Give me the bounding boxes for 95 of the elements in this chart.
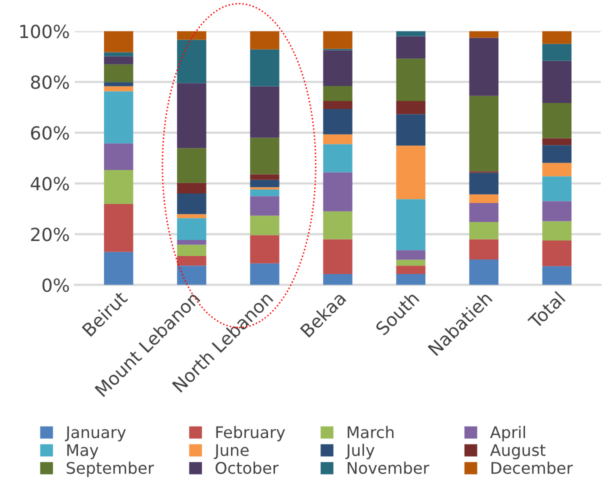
legend-label: May bbox=[67, 444, 98, 460]
bar bbox=[250, 189, 280, 196]
bar bbox=[542, 176, 572, 202]
bar bbox=[542, 44, 572, 61]
bar bbox=[542, 31, 572, 44]
bar bbox=[104, 86, 134, 92]
bar bbox=[104, 64, 134, 82]
bar bbox=[396, 114, 426, 146]
bar bbox=[104, 91, 134, 144]
legend-label: December bbox=[492, 462, 573, 474]
bar bbox=[104, 82, 134, 86]
bar bbox=[250, 216, 280, 236]
bar bbox=[250, 138, 280, 174]
bar bbox=[542, 162, 572, 176]
bar bbox=[177, 83, 206, 148]
bar bbox=[469, 239, 498, 260]
bar bbox=[396, 146, 426, 200]
bar bbox=[542, 240, 572, 266]
bar bbox=[469, 172, 498, 194]
bar bbox=[177, 214, 206, 218]
bar bbox=[177, 218, 206, 240]
y-tick-label: 20% bbox=[31, 228, 69, 242]
bar bbox=[104, 52, 134, 56]
bar bbox=[542, 221, 572, 240]
bar bbox=[250, 86, 280, 138]
legend-label: March bbox=[348, 426, 394, 438]
y-tick-label: 40% bbox=[30, 176, 69, 191]
bar bbox=[542, 266, 572, 285]
bar bbox=[323, 144, 352, 172]
bar bbox=[104, 204, 134, 252]
y-tick-label: 80% bbox=[31, 75, 69, 90]
bar bbox=[177, 266, 206, 285]
bar bbox=[396, 58, 426, 101]
bar bbox=[323, 100, 352, 110]
bar bbox=[250, 31, 280, 50]
bar bbox=[396, 100, 426, 114]
bar bbox=[469, 38, 498, 96]
bar bbox=[542, 145, 572, 163]
bar bbox=[396, 266, 426, 274]
bar bbox=[542, 201, 572, 222]
legend-label: November bbox=[348, 462, 430, 474]
bar bbox=[250, 174, 280, 180]
bar bbox=[323, 239, 352, 274]
bar bbox=[250, 263, 280, 285]
bar bbox=[177, 40, 206, 84]
bar bbox=[250, 235, 280, 264]
bar bbox=[104, 143, 134, 170]
bar bbox=[396, 36, 426, 59]
legend-label: July bbox=[345, 444, 374, 460]
bar bbox=[323, 31, 352, 49]
bar bbox=[323, 86, 352, 101]
bar bbox=[323, 50, 352, 86]
bar bbox=[323, 172, 352, 212]
bar bbox=[323, 274, 352, 285]
bar bbox=[323, 134, 352, 144]
bar bbox=[396, 250, 426, 260]
bar bbox=[469, 194, 498, 203]
legend-label: August bbox=[490, 444, 546, 460]
bar bbox=[396, 260, 426, 266]
bar bbox=[542, 102, 572, 138]
bar bbox=[177, 256, 206, 266]
bar bbox=[177, 240, 206, 245]
bar bbox=[104, 252, 134, 285]
bar bbox=[177, 148, 206, 183]
legend-label: October bbox=[216, 462, 279, 474]
bar bbox=[177, 244, 206, 256]
bar bbox=[250, 196, 280, 216]
y-tick-label: 60% bbox=[31, 126, 69, 140]
bar bbox=[250, 180, 280, 188]
bar bbox=[542, 138, 572, 146]
bar bbox=[396, 31, 426, 36]
bar bbox=[469, 260, 498, 285]
bar bbox=[104, 56, 134, 64]
bar bbox=[177, 194, 206, 214]
legend-label: February bbox=[216, 426, 286, 442]
legend-label: January bbox=[64, 426, 126, 442]
bar bbox=[542, 60, 572, 103]
bar bbox=[323, 109, 352, 134]
bar bbox=[469, 222, 498, 240]
bar bbox=[396, 199, 426, 250]
bar bbox=[469, 96, 498, 172]
bar bbox=[177, 182, 206, 194]
bar bbox=[250, 49, 280, 86]
y-tick-label: 100% bbox=[20, 24, 69, 38]
bar bbox=[469, 202, 498, 222]
bar bbox=[469, 31, 498, 38]
bar bbox=[177, 31, 206, 40]
y-tick-label: 0% bbox=[42, 278, 69, 292]
bar bbox=[396, 274, 426, 285]
legend-label: April bbox=[490, 426, 525, 442]
bar bbox=[104, 170, 134, 204]
legend-label: June bbox=[214, 444, 249, 460]
bar bbox=[323, 211, 352, 240]
bar bbox=[104, 31, 134, 52]
legend-label: September bbox=[66, 462, 154, 478]
